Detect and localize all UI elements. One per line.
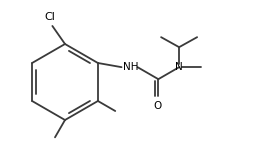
Text: N: N [175, 62, 183, 72]
Text: NH: NH [123, 62, 138, 72]
Text: O: O [153, 101, 161, 111]
Text: Cl: Cl [44, 12, 55, 22]
